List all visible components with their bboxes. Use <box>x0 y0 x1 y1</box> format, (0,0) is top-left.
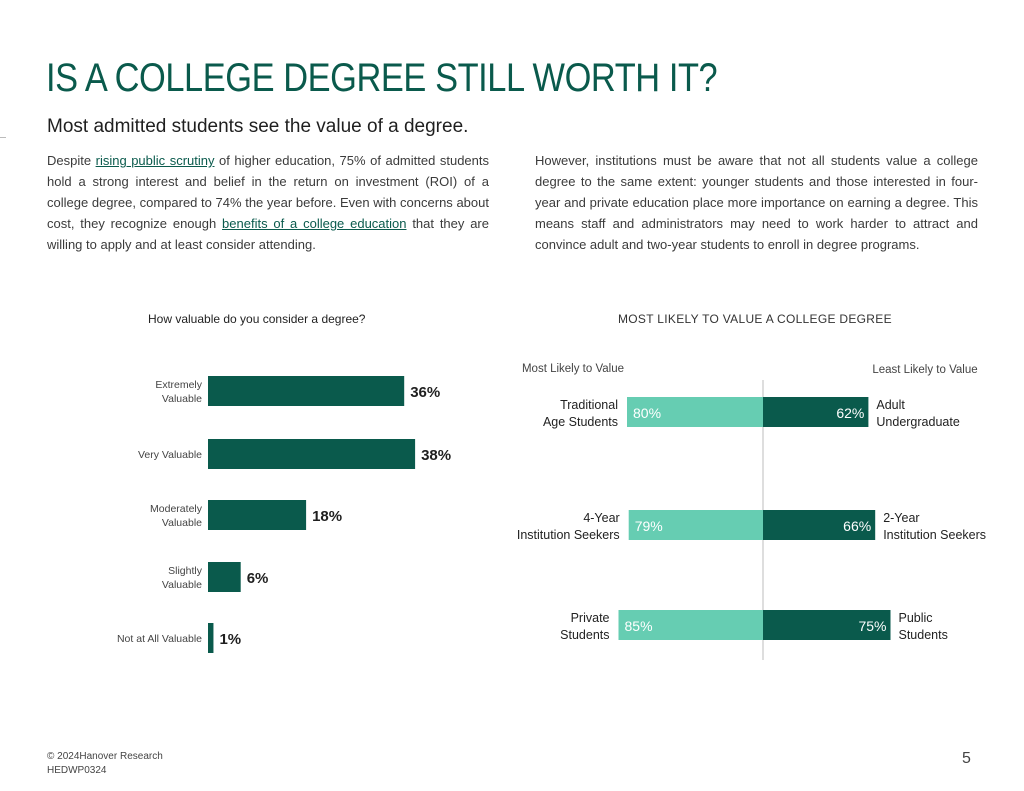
likely-chart-title: MOST LIKELY TO VALUE A COLLEGE DEGREE <box>618 312 892 326</box>
data-label-3: 18% <box>312 508 342 525</box>
para1-text-3: that they are willing to apply and at le… <box>47 216 489 252</box>
doc-code: HEDWP0324 <box>47 765 107 776</box>
bar-3 <box>208 500 307 530</box>
bar-5 <box>208 623 214 653</box>
right-label-1: Adult <box>876 398 905 412</box>
left-label-2: 4-Year <box>583 511 619 525</box>
category-label-4: Valuable <box>162 579 202 591</box>
right-label-1: Undergraduate <box>876 415 959 429</box>
left-value-1: 80% <box>633 405 661 421</box>
right-value-1: 62% <box>836 405 864 421</box>
category-label-4: Slightly <box>168 565 203 577</box>
right-label-2: 2-Year <box>883 511 919 525</box>
benefits-link[interactable]: benefits of a college education <box>222 216 407 231</box>
rising-scrutiny-link[interactable]: rising public scrutiny <box>95 153 215 168</box>
copyright: © 2024Hanover Research <box>47 751 163 762</box>
bar-4 <box>208 562 241 592</box>
category-label-3: Moderately <box>150 503 203 515</box>
category-label-2: Very Valuable <box>138 449 202 461</box>
second-paragraph: However, institutions must be aware that… <box>535 153 978 252</box>
left-bar-3 <box>618 610 763 640</box>
left-label-1: Age Students <box>543 415 618 429</box>
right-bar-2 <box>763 510 876 540</box>
left-bar-2 <box>628 510 763 540</box>
bar-2 <box>208 439 416 469</box>
bar-1 <box>208 376 405 406</box>
left-value-2: 79% <box>635 518 663 534</box>
right-value-2: 66% <box>843 518 871 534</box>
left-label-3: Students <box>560 628 609 642</box>
left-bar-1 <box>627 397 763 427</box>
data-label-5: 1% <box>219 631 241 648</box>
data-label-1: 36% <box>410 384 440 401</box>
category-label-3: Valuable <box>162 517 202 529</box>
left-header: Most Likely to Value <box>522 363 624 375</box>
para1-text-2: of higher education, 75% of admitted stu… <box>47 153 489 231</box>
category-label-1: Valuable <box>162 393 202 405</box>
right-label-3: Students <box>899 628 948 642</box>
left-label-2: Institution Seekers <box>517 528 620 542</box>
right-bar-3 <box>763 610 891 640</box>
right-label-3: Public <box>899 611 933 625</box>
left-label-1: Traditional <box>560 398 618 412</box>
category-label-5: Not at All Valuable <box>117 633 202 645</box>
right-header: Least Likely to Value <box>872 364 977 376</box>
page-title: IS A COLLEGE DEGREE STILL WORTH IT? <box>46 56 718 100</box>
data-label-2: 38% <box>421 447 451 464</box>
page-subtitle: Most admitted students see the value of … <box>47 116 469 137</box>
right-bar-1 <box>763 397 869 427</box>
left-value-3: 85% <box>625 618 653 634</box>
footer: © 2024Hanover Research HEDWP0324 <box>47 750 163 778</box>
page-number: 5 <box>962 750 971 767</box>
para1-text-1: Despite <box>47 153 96 168</box>
left-label-3: Private <box>571 611 610 625</box>
right-value-3: 75% <box>858 618 886 634</box>
category-label-1: Extremely <box>155 379 202 391</box>
data-label-4: 6% <box>247 570 269 587</box>
right-label-2: Institution Seekers <box>883 528 986 542</box>
intro-paragraph: Despite rising public scrutiny of higher… <box>47 150 489 255</box>
value-chart-title: How valuable do you consider a degree? <box>148 312 366 326</box>
edge-marker <box>0 137 6 138</box>
